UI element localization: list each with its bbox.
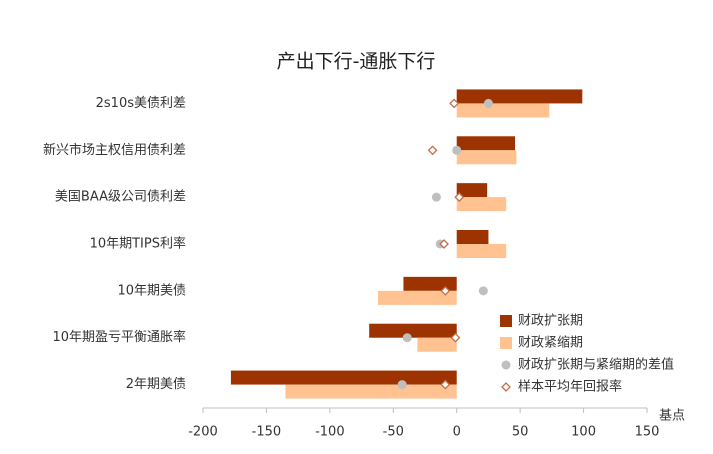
x-tick-label: -200	[188, 425, 218, 440]
y-tick-label: 10年期美债	[117, 283, 186, 298]
legend-swatch	[500, 337, 512, 349]
x-axis-label: 基点	[659, 409, 685, 424]
point	[478, 286, 488, 296]
legend-swatch	[501, 382, 511, 392]
bar	[456, 136, 516, 151]
bar	[230, 370, 457, 385]
bar	[378, 290, 457, 305]
point	[440, 285, 451, 296]
y-tick-label: 美国BAA级公司债利差	[55, 190, 186, 205]
bar	[417, 337, 457, 352]
point	[439, 239, 449, 249]
x-tick-label: 50	[512, 425, 529, 440]
bar	[403, 276, 457, 291]
legend-swatch	[500, 315, 512, 327]
point	[452, 145, 462, 155]
bar	[456, 230, 489, 244]
point	[483, 98, 493, 108]
legend-label: 样本平均年回报率	[518, 379, 622, 395]
point	[440, 379, 451, 390]
point	[454, 192, 465, 203]
point	[427, 145, 438, 156]
bar	[456, 89, 583, 104]
y-tick-label: 10年期TIPS利率	[90, 236, 186, 252]
chart-title: 产出下行-通胀下行	[277, 51, 436, 73]
point	[449, 98, 460, 109]
x-tick-label: -150	[252, 425, 282, 440]
bar	[369, 323, 457, 338]
point	[402, 333, 412, 343]
bar	[456, 103, 550, 118]
legend-label: 财政扩张期与紧缩期的差值	[518, 357, 674, 373]
y-tick-label: 2年期美债	[126, 377, 186, 392]
x-tick-label: 100	[571, 425, 596, 440]
bar	[456, 197, 507, 212]
legend-swatch	[501, 360, 511, 370]
point	[431, 192, 441, 202]
bar	[456, 244, 507, 258]
bar	[285, 384, 457, 399]
bar	[456, 150, 517, 165]
point	[397, 380, 407, 390]
y-tick-label: 2s10s美债利差	[96, 96, 186, 111]
x-tick-label: -100	[315, 425, 345, 440]
y-tick-label: 新兴市场主权信用债利差	[43, 142, 186, 158]
x-tick-label: 0	[453, 425, 461, 440]
x-tick-label: 150	[635, 425, 660, 440]
y-tick-label: 10年期盈亏平衡通胀率	[52, 329, 186, 345]
legend-label: 财政紧缩期	[518, 335, 583, 351]
x-tick-label: -50	[383, 425, 404, 440]
bar	[456, 183, 488, 198]
legend-label: 财政扩张期	[518, 314, 583, 329]
point	[450, 332, 461, 343]
